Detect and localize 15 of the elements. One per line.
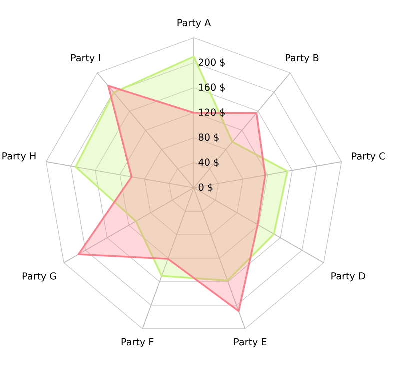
y-tick-label: 200 $ xyxy=(198,58,225,68)
spoke-label: Party G xyxy=(22,272,56,282)
spoke-label: Party B xyxy=(286,54,319,64)
y-tick-label: 120 $ xyxy=(199,108,225,118)
spoke-label: Party D xyxy=(332,272,366,282)
spoke-label: Party F xyxy=(122,338,154,348)
spoke-label: Party C xyxy=(352,152,386,162)
y-tick-label: 40 $ xyxy=(198,158,219,168)
spoke-label: Party I xyxy=(71,54,100,64)
y-tick-label: 80 $ xyxy=(198,134,219,142)
spoke-label: Party E xyxy=(234,338,267,348)
y-tick-label: 0 $ xyxy=(198,184,213,192)
spoke-label: Party A xyxy=(178,19,212,28)
spoke-label: Party H xyxy=(2,152,36,162)
y-tick-label: 160 $ xyxy=(199,84,225,92)
